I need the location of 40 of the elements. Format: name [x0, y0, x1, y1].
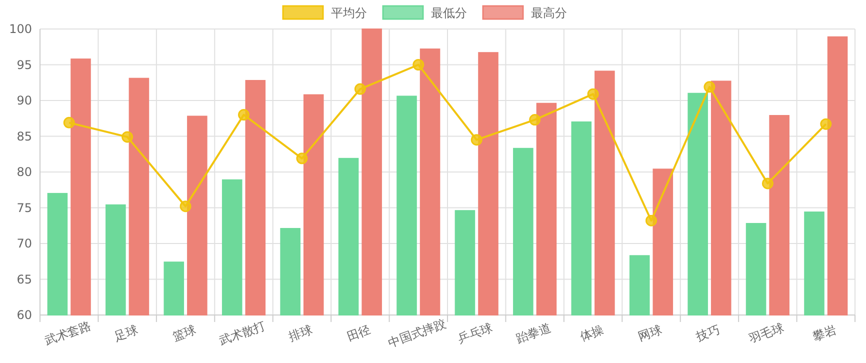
x-tick-label: 技巧 — [693, 322, 722, 344]
point — [587, 88, 599, 100]
x-tick-label: 网球 — [636, 322, 664, 344]
x-tick-label: 排球 — [286, 322, 314, 344]
y-tick-label: 95 — [16, 58, 32, 72]
point — [529, 114, 541, 126]
x-tick-label: 体操 — [578, 322, 606, 344]
x-tick-label: 乒乓球 — [456, 320, 495, 346]
x-tick-label: 田径 — [345, 322, 372, 344]
x-tick-label: 足球 — [112, 322, 140, 344]
y-tick-label: 70 — [16, 236, 32, 250]
y-tick-label: 65 — [16, 272, 32, 286]
legend-label: 最高分 — [531, 6, 567, 20]
point — [704, 81, 716, 93]
x-tick-label: 篮球 — [170, 322, 198, 344]
x-tick-label: 中国式摔跤 — [386, 316, 448, 350]
x-tick-label: 羽毛球 — [746, 320, 786, 346]
point — [354, 83, 366, 95]
y-tick-label: 90 — [16, 94, 32, 108]
y-tick-label: 75 — [16, 200, 32, 215]
y-tick-label: 85 — [16, 129, 32, 144]
point — [646, 214, 657, 226]
point — [63, 116, 75, 128]
x-tick-label: 武术散打 — [217, 318, 268, 348]
point — [180, 200, 192, 212]
y-tick-label: 100 — [9, 22, 32, 36]
point — [122, 131, 134, 143]
point — [820, 118, 832, 130]
legend-label: 最低分 — [431, 6, 467, 20]
point — [238, 109, 250, 121]
point — [470, 134, 482, 146]
x-tick-label: 武术套路 — [42, 318, 93, 348]
y-tick-label: 60 — [16, 308, 32, 322]
point — [762, 178, 774, 190]
point — [412, 59, 424, 70]
x-tick-label: 跆拳道 — [514, 320, 553, 346]
y-tick-label: 80 — [16, 165, 32, 179]
x-tick-label: 攀岩 — [810, 322, 838, 344]
legend-label: 平均分 — [331, 6, 367, 20]
point — [296, 152, 308, 164]
